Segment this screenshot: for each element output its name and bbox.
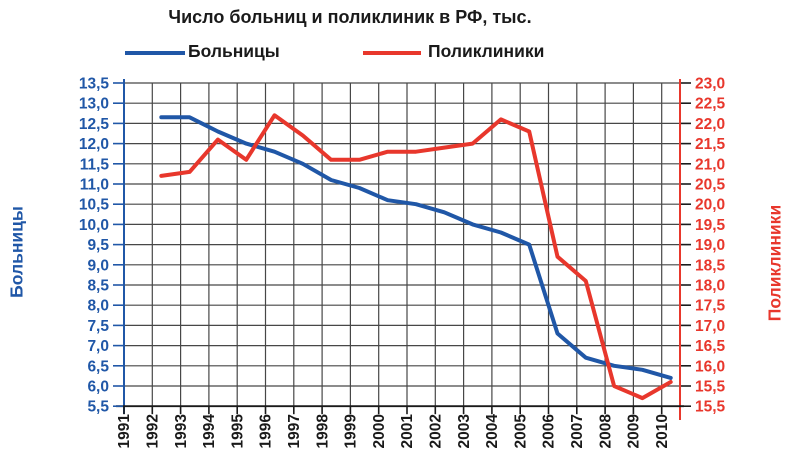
left-tick-labels: 13,5 13,0 12,5 12,0 11,5 11,0 10,5 10,0 9,5 9,0 8,… bbox=[79, 76, 110, 416]
svg-text:2003: 2003 bbox=[456, 414, 473, 449]
svg-text:9,5: 9,5 bbox=[87, 237, 109, 254]
svg-text:1994: 1994 bbox=[201, 414, 218, 449]
svg-text:19,5: 19,5 bbox=[695, 217, 726, 234]
svg-text:16,0: 16,0 bbox=[695, 358, 725, 375]
tick-marks bbox=[113, 82, 691, 415]
svg-text:23,0: 23,0 bbox=[695, 76, 725, 93]
series-line-polyclinics bbox=[159, 113, 673, 401]
svg-text:7,0: 7,0 bbox=[87, 338, 109, 355]
svg-text:7,5: 7,5 bbox=[87, 318, 109, 335]
svg-text:22,0: 22,0 bbox=[695, 116, 725, 133]
svg-text:1992: 1992 bbox=[145, 414, 162, 448]
gridlines bbox=[124, 82, 680, 407]
svg-text:21,0: 21,0 bbox=[695, 156, 725, 173]
svg-text:2009: 2009 bbox=[626, 414, 643, 449]
svg-text:1991: 1991 bbox=[116, 414, 133, 449]
svg-text:2004: 2004 bbox=[484, 414, 501, 449]
svg-text:10,5: 10,5 bbox=[79, 197, 110, 214]
svg-text:9,0: 9,0 bbox=[87, 257, 109, 274]
svg-text:13,5: 13,5 bbox=[79, 76, 110, 93]
svg-text:11,0: 11,0 bbox=[80, 177, 109, 194]
x-tick-labels: 1991 1992 1993 1994 1995 1996 1997 1998 1999 2000… bbox=[116, 414, 671, 449]
svg-text:10,0: 10,0 bbox=[79, 217, 109, 234]
legend-line-hospitals bbox=[125, 51, 185, 55]
svg-text:1995: 1995 bbox=[229, 414, 246, 449]
svg-text:1997: 1997 bbox=[286, 414, 303, 448]
svg-text:22,5: 22,5 bbox=[695, 96, 726, 113]
svg-text:17,0: 17,0 bbox=[695, 318, 725, 335]
svg-text:12,5: 12,5 bbox=[79, 116, 110, 133]
legend-line-polyclinics bbox=[363, 51, 421, 55]
legend-label-hospitals: Больницы bbox=[188, 41, 280, 61]
svg-text:2005: 2005 bbox=[512, 414, 529, 449]
svg-text:18,5: 18,5 bbox=[695, 257, 726, 274]
svg-text:19,0: 19,0 bbox=[695, 237, 725, 254]
svg-text:6,5: 6,5 bbox=[87, 358, 109, 375]
svg-text:5,5: 5,5 bbox=[87, 399, 109, 416]
legend-label-polyclinics: Поликлиники bbox=[428, 41, 545, 61]
svg-text:17,5: 17,5 bbox=[695, 298, 726, 315]
svg-text:11,5: 11,5 bbox=[80, 156, 110, 173]
svg-text:15,5: 15,5 bbox=[695, 379, 726, 396]
svg-text:18,0: 18,0 bbox=[695, 278, 725, 295]
svg-text:15,5: 15,5 bbox=[695, 399, 726, 416]
svg-text:2010: 2010 bbox=[654, 414, 671, 448]
svg-text:21,5: 21,5 bbox=[695, 136, 726, 153]
svg-text:20,5: 20,5 bbox=[695, 177, 726, 194]
right-tick-labels: 23,0 22,5 22,0 21,5 21,0 20,5 20,0 19,5 19,0 18,5… bbox=[695, 76, 726, 416]
svg-text:2002: 2002 bbox=[428, 414, 445, 448]
svg-text:20,0: 20,0 bbox=[695, 197, 725, 214]
svg-text:2000: 2000 bbox=[371, 414, 388, 448]
svg-text:1993: 1993 bbox=[173, 414, 190, 449]
svg-text:2008: 2008 bbox=[597, 414, 614, 449]
svg-text:2006: 2006 bbox=[541, 414, 558, 449]
svg-text:12,0: 12,0 bbox=[79, 136, 109, 153]
svg-text:6,0: 6,0 bbox=[87, 379, 109, 396]
svg-text:1996: 1996 bbox=[258, 414, 275, 449]
axes bbox=[116, 79, 684, 420]
svg-text:16,5: 16,5 bbox=[695, 338, 726, 355]
svg-text:1999: 1999 bbox=[343, 414, 360, 449]
svg-text:2001: 2001 bbox=[399, 414, 416, 449]
svg-text:13,0: 13,0 bbox=[79, 96, 109, 113]
chart-title: Число больниц и поликлиник в РФ, тыс. bbox=[168, 7, 532, 27]
svg-text:8,0: 8,0 bbox=[87, 298, 109, 315]
svg-text:2007: 2007 bbox=[569, 414, 586, 448]
series-line-hospitals bbox=[159, 115, 673, 380]
svg-text:1998: 1998 bbox=[314, 414, 331, 449]
svg-text:8,5: 8,5 bbox=[87, 278, 109, 295]
